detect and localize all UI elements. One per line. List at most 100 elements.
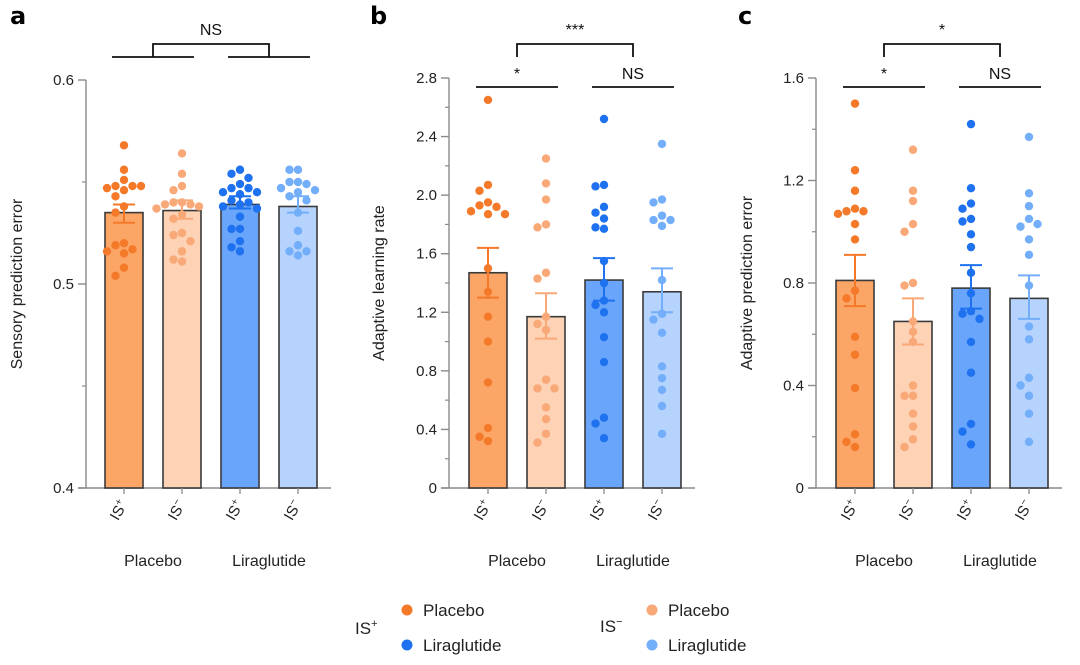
significance-bracket [516,43,634,57]
legend-marker [646,604,658,616]
y-axis-title: Sensory prediction error [9,198,26,369]
data-point [310,185,320,195]
data-point [475,186,484,195]
data-point [541,414,551,424]
data-point [483,436,493,446]
data-point [550,384,559,393]
data-point [966,242,976,252]
data-point [227,183,236,193]
data-point [177,149,187,158]
data-point [541,154,551,163]
data-point [649,215,658,225]
data-point [908,435,918,444]
legend-item-label: Liraglutide [423,636,501,655]
data-point [466,207,476,216]
x-category-label: IS− [895,497,921,523]
data-point [1024,335,1034,344]
data-point [1016,222,1025,231]
data-point [533,274,542,283]
data-point [850,429,860,439]
legend-marker [401,639,413,651]
y-tick-label: 0.8 [416,363,437,380]
data-point [966,199,976,208]
y-tick-label: 0.8 [783,275,804,292]
significance-bracket [152,43,270,57]
data-point [966,337,976,347]
y-tick-label: 2.0 [416,187,437,204]
data-point [218,188,228,197]
data-point [1024,250,1034,260]
data-point [293,251,303,260]
data-point [293,226,303,236]
data-point [1024,391,1034,400]
data-point [160,200,170,209]
data-point [483,423,493,433]
data-point [119,141,129,150]
data-point [850,383,860,393]
data-point [908,219,918,229]
legend-item-label: Placebo [423,601,484,620]
legend-group: IS− Placebo Liraglutide [600,601,746,655]
data-point [285,247,294,256]
data-point [900,227,909,236]
data-point [244,183,253,193]
data-point [599,434,609,443]
y-tick-label: 1.2 [783,173,804,190]
data-point [235,179,245,189]
data-point [599,114,609,124]
data-point [591,223,600,232]
data-point [842,437,851,447]
data-point [900,442,909,452]
data-point [483,378,493,387]
data-point [177,181,187,191]
panel-letter: c [738,2,752,30]
x-category-label: IS− [1011,497,1037,523]
data-point [119,165,129,174]
data-point [186,200,195,209]
bar [893,320,933,489]
data-point [591,208,600,217]
data-point [119,263,129,272]
data-point [285,165,294,174]
data-point [966,183,976,193]
y-tick-label: 1.6 [416,246,437,263]
data-point [128,245,137,254]
data-point [102,183,112,193]
data-point [111,208,120,217]
data-point [533,319,542,329]
data-point [599,332,609,342]
data-point [591,419,600,428]
data-point [908,145,918,154]
legend-group-label: IS− [600,616,623,636]
data-point [293,188,303,197]
data-point [302,247,311,256]
data-point [591,300,600,310]
data-point [657,362,667,371]
data-point [541,403,551,412]
data-point [235,236,245,246]
data-point [842,207,851,216]
data-point [169,255,178,264]
panel-letter: a [10,2,26,30]
data-point [541,220,551,229]
bar [526,315,566,489]
significance-label: * [939,22,945,39]
data-point [657,385,667,395]
legend: IS+ Placebo Liraglutide IS− Placebo Liragluti… [355,601,746,655]
data-point [111,181,120,191]
data-point [128,181,137,191]
x-category-label: IS− [528,497,554,523]
data-point [649,315,658,324]
data-point [541,429,551,439]
data-point [111,192,120,201]
data-point [235,224,245,234]
x-category-label: IS− [164,497,190,523]
x-category-label: IS+ [106,497,132,523]
data-point [1024,201,1034,211]
data-point [1024,189,1034,198]
data-point [276,183,286,193]
data-point [227,243,236,252]
panel-c: c 0 0.4 0.8 1.2 1.6 Adaptive prediction error I… [738,2,1062,570]
data-point [194,202,204,211]
data-point [850,442,860,452]
